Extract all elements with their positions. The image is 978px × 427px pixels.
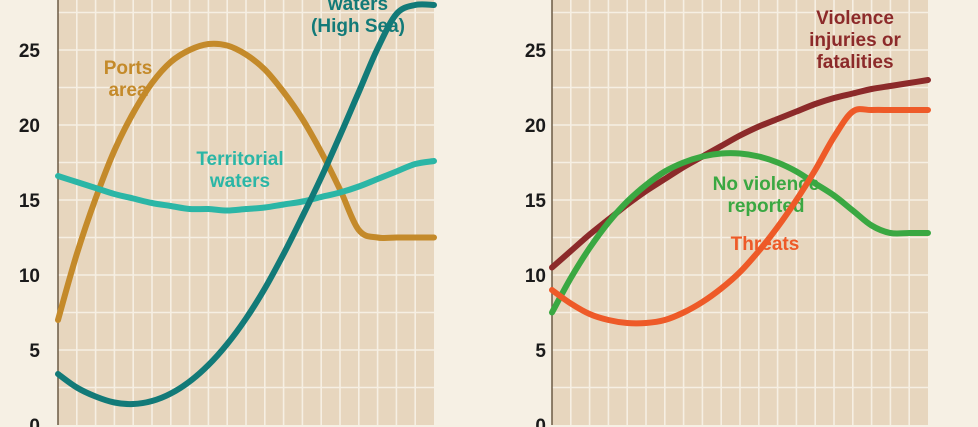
series-label-line: Ports xyxy=(104,58,153,79)
series-label-international-waters-high-sea: waters (High Sea) xyxy=(311,0,405,37)
series-label-no-violence-reported: No violence reported xyxy=(713,174,820,217)
series-line-international-waters-high-sea xyxy=(55,1,437,408)
chart-panel-2: 0 5 10 15 20 25 Violence injuries or fatalities N… xyxy=(525,0,931,427)
series-label-line: (High Sea) xyxy=(311,16,405,37)
y-tick-label: 25 xyxy=(19,41,41,62)
series-label-line: Violence xyxy=(816,8,894,29)
series-label-line: No violence xyxy=(713,174,820,195)
y-tick-label: 15 xyxy=(19,191,41,212)
series-label-line: area xyxy=(108,80,148,101)
y-tick-label: 15 xyxy=(525,191,547,212)
y-tick-label: 20 xyxy=(19,116,40,137)
series-line-territorial-waters xyxy=(55,158,437,214)
series-label-line: Territorial xyxy=(196,149,283,170)
series-label-line: fatalities xyxy=(816,52,893,73)
series-line-threats xyxy=(549,106,931,327)
series-label-line: waters xyxy=(327,0,388,15)
series-label-territorial-waters: Territorial waters xyxy=(196,149,283,192)
y-tick-label: 0 xyxy=(535,416,546,427)
series-label-threats: Threats xyxy=(731,234,800,255)
y-tick-label: 10 xyxy=(19,266,40,287)
y-tick-label: 0 xyxy=(29,416,40,427)
series-line-ports-area xyxy=(55,40,437,323)
series-label-violence-injuries-or-fatalities: Violence injuries or fatalities xyxy=(809,8,901,73)
series-label-line: Threats xyxy=(731,234,800,255)
series-label-line: waters xyxy=(209,171,270,192)
y-tick-label: 5 xyxy=(29,341,40,362)
y-tick-label: 20 xyxy=(525,116,546,137)
series-label-line: injuries or xyxy=(809,30,901,51)
y-tick-label: 25 xyxy=(525,41,547,62)
y-tick-label: 5 xyxy=(535,341,546,362)
series-label-ports-area: Ports area xyxy=(104,58,153,101)
y-tick-label: 10 xyxy=(525,266,546,287)
series-line-no-violence-reported xyxy=(549,150,931,316)
